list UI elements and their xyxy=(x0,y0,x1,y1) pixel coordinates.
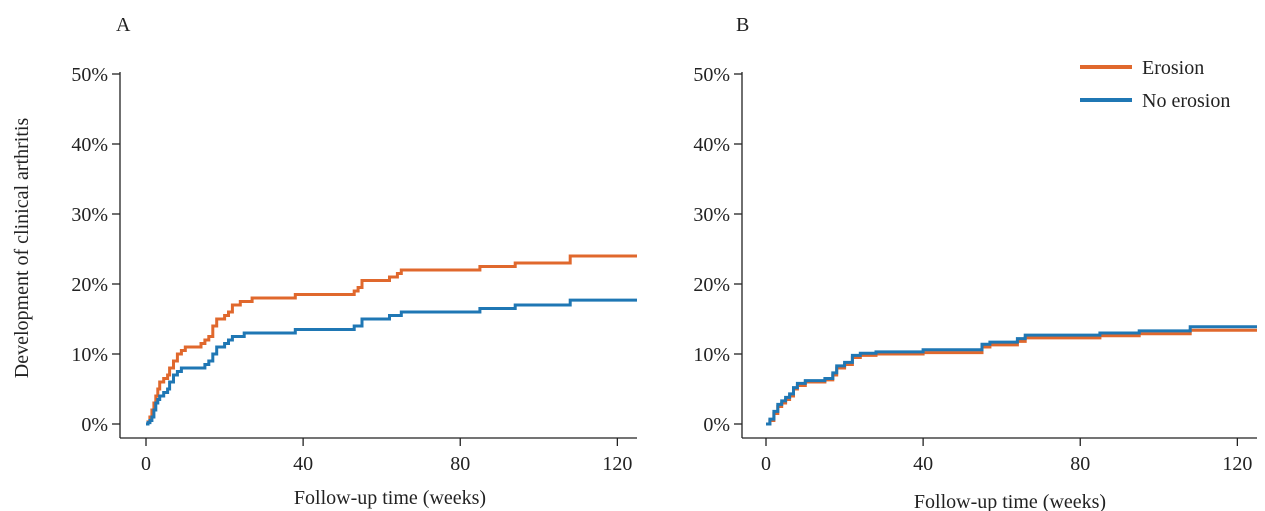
panel-a-y-tick-label: 50% xyxy=(71,64,108,86)
panel-a-x-tick-label: 120 xyxy=(602,453,632,475)
panel-b-label: B xyxy=(736,14,749,36)
panel-a: A Development of clinical arthritis Foll… xyxy=(11,14,637,509)
panel-a-y-tick-label: 30% xyxy=(71,204,108,226)
panel-b-x-tick-label: 0 xyxy=(761,453,771,475)
panel-a-y-tick-label: 10% xyxy=(71,344,108,366)
panel-b: B Follow-up time (weeks) Erosion No eros… xyxy=(693,14,1257,511)
panel-b-y-tick-label: 10% xyxy=(693,344,730,366)
panel-b-y-tick-label: 20% xyxy=(693,274,730,296)
panel-a-series-no-erosion xyxy=(146,298,637,426)
panel-a-y-tick-label: 20% xyxy=(71,274,108,296)
panel-a-x-tick-label: 0 xyxy=(141,453,151,475)
panel-a-label: A xyxy=(116,14,131,36)
panel-a-y-axis-title: Development of clinical arthritis xyxy=(11,118,33,379)
panel-b-legend: Erosion No erosion xyxy=(1080,57,1230,112)
legend-erosion-label: Erosion xyxy=(1142,57,1204,79)
panel-b-y-tick-label: 40% xyxy=(693,134,730,156)
legend-no-erosion-label: No erosion xyxy=(1142,90,1230,112)
panel-b-x-tick-label: 80 xyxy=(1070,453,1090,475)
panel-b-series-erosion xyxy=(766,328,1257,426)
panel-b-x-axis-title: Follow-up time (weeks) xyxy=(914,491,1106,511)
panel-b-y-tick-label: 50% xyxy=(693,64,730,86)
panel-b-series-no-erosion xyxy=(766,325,1257,426)
panel-a-x-tick-label: 40 xyxy=(293,453,313,475)
panel-b-x-tick-label: 40 xyxy=(913,453,933,475)
panel-a-y-tick-label: 40% xyxy=(71,134,108,156)
panel-a-series-erosion xyxy=(146,254,637,426)
panel-b-x-tick-label: 120 xyxy=(1222,453,1252,475)
panel-b-y-tick-label: 30% xyxy=(693,204,730,226)
panel-a-x-axis-title: Follow-up time (weeks) xyxy=(294,487,486,509)
panel-a-x-tick-label: 80 xyxy=(450,453,470,475)
panel-b-y-tick-label: 0% xyxy=(703,414,730,436)
panel-a-y-tick-label: 0% xyxy=(81,414,108,436)
